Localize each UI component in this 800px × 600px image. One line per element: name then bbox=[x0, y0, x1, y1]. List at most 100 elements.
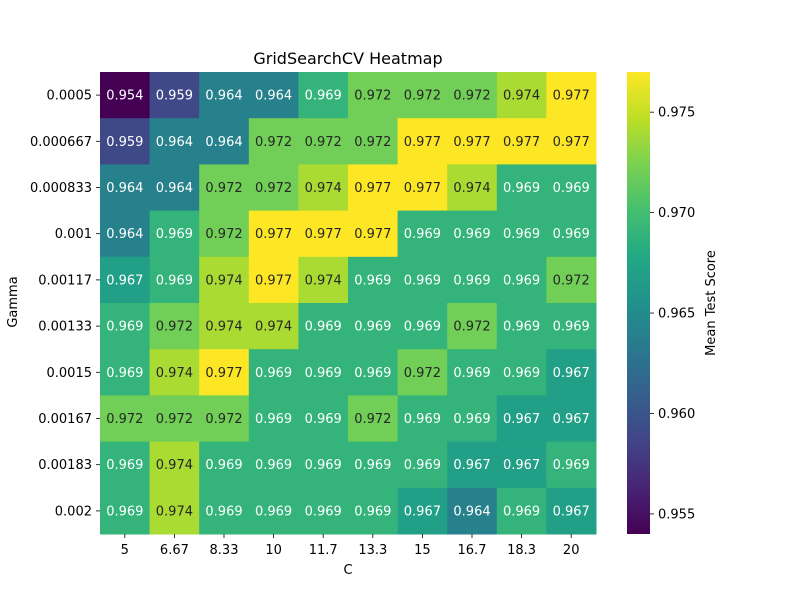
heatmap-cell bbox=[348, 256, 399, 304]
colorbar-tick-label: 0.965 bbox=[658, 307, 695, 322]
heatmap-cell bbox=[496, 118, 547, 165]
heatmap-cell bbox=[298, 441, 349, 489]
heatmap-cell bbox=[248, 256, 299, 304]
heatmap-cell bbox=[298, 118, 349, 165]
heatmap-cell bbox=[298, 210, 349, 258]
heatmap-cell-label: 0.974 bbox=[205, 320, 242, 335]
heatmap-cell-label: 0.969 bbox=[305, 412, 342, 427]
heatmap-cell-label: 0.969 bbox=[354, 273, 391, 288]
heatmap-cell-label: 0.972 bbox=[205, 181, 242, 196]
y-tick-label: 0.0015 bbox=[47, 366, 93, 381]
x-tick-label: 18.3 bbox=[507, 543, 536, 558]
heatmap-cell bbox=[149, 487, 200, 535]
heatmap-cell-label: 0.969 bbox=[205, 458, 242, 473]
heatmap-cell bbox=[496, 441, 547, 489]
heatmap-cell-label: 0.969 bbox=[205, 504, 242, 519]
heatmap-cell bbox=[298, 395, 349, 443]
y-tick-label: 0.0005 bbox=[47, 89, 93, 104]
chart-title: GridSearchCV Heatmap bbox=[253, 49, 442, 68]
heatmap-cell bbox=[496, 349, 547, 396]
heatmap-cell bbox=[546, 72, 597, 119]
heatmap-cell bbox=[447, 164, 498, 212]
heatmap-cell bbox=[298, 349, 349, 396]
x-tick-label: 5 bbox=[121, 543, 129, 558]
heatmap-cell bbox=[348, 303, 399, 350]
heatmap-cell-label: 0.969 bbox=[354, 366, 391, 381]
heatmap-cell bbox=[447, 210, 498, 258]
heatmap-cell bbox=[199, 487, 250, 535]
heatmap-cell-label: 0.959 bbox=[156, 89, 193, 104]
heatmap-cell-label: 0.969 bbox=[404, 412, 441, 427]
heatmap-cell bbox=[348, 349, 399, 396]
heatmap-cell-label: 0.969 bbox=[354, 320, 391, 335]
heatmap-cell bbox=[348, 395, 399, 443]
heatmap-cell-label: 0.969 bbox=[503, 273, 540, 288]
heatmap-cell bbox=[447, 303, 498, 350]
y-tick-label: 0.00117 bbox=[38, 273, 92, 288]
heatmap-cell bbox=[447, 118, 498, 165]
heatmap-cell-label: 0.972 bbox=[305, 135, 342, 150]
heatmap-cell bbox=[199, 349, 250, 396]
heatmap-cell-label: 0.974 bbox=[305, 273, 342, 288]
heatmap-cell bbox=[348, 441, 399, 489]
heatmap-cell bbox=[149, 395, 200, 443]
y-tick-label: 0.00133 bbox=[38, 320, 92, 335]
y-tick-label: 0.000833 bbox=[30, 181, 92, 196]
heatmap-cell-label: 0.972 bbox=[106, 412, 143, 427]
colorbar: 0.955 0.960 0.965 0.970 0.975 Mean Test Scor… bbox=[627, 72, 719, 534]
heatmap-cell bbox=[496, 164, 547, 212]
heatmap-cell-label: 0.964 bbox=[106, 227, 143, 242]
heatmap-cell bbox=[149, 164, 200, 212]
heatmap-cell bbox=[248, 210, 299, 258]
heatmap-cell-label: 0.977 bbox=[404, 135, 441, 150]
heatmap-cell-label: 0.977 bbox=[404, 181, 441, 196]
heatmap-cell-label: 0.974 bbox=[305, 181, 342, 196]
heatmap-cell-label: 0.977 bbox=[453, 135, 490, 150]
heatmap-cell-label: 0.967 bbox=[553, 504, 590, 519]
heatmap-cell-label: 0.972 bbox=[354, 89, 391, 104]
heatmap-cell-label: 0.977 bbox=[305, 227, 342, 242]
heatmap-cell-label: 0.969 bbox=[404, 227, 441, 242]
heatmap-cell bbox=[496, 487, 547, 535]
x-tick-label: 13.3 bbox=[358, 543, 387, 558]
heatmap-cell-label: 0.972 bbox=[354, 412, 391, 427]
heatmap-cell bbox=[298, 303, 349, 350]
heatmap-cell bbox=[298, 72, 349, 119]
heatmap-cell bbox=[199, 256, 250, 304]
heatmap-cell bbox=[546, 487, 597, 535]
heatmap-cell bbox=[397, 72, 448, 119]
heatmap-cell bbox=[149, 72, 200, 119]
heatmap-cell-label: 0.972 bbox=[404, 366, 441, 381]
heatmap-cell-label: 0.969 bbox=[106, 320, 143, 335]
heatmap-cell bbox=[248, 487, 299, 535]
x-axis-ticks: 5 6.67 8.33 10 11.7 13.3 15 16.7 18.3 20 bbox=[121, 534, 579, 558]
heatmap-cell bbox=[298, 256, 349, 304]
heatmap-cell bbox=[248, 303, 299, 350]
heatmap-cell-label: 0.969 bbox=[553, 458, 590, 473]
heatmap-cell bbox=[149, 256, 200, 304]
heatmap-cell-label: 0.974 bbox=[255, 320, 292, 335]
heatmap-cell-label: 0.969 bbox=[156, 227, 193, 242]
heatmap-cell-label: 0.969 bbox=[553, 181, 590, 196]
heatmap-cell bbox=[397, 303, 448, 350]
heatmap-cell bbox=[100, 487, 151, 535]
colorbar-tick-label: 0.970 bbox=[658, 206, 695, 221]
heatmap-cell-label: 0.954 bbox=[106, 89, 143, 104]
heatmap-cell bbox=[298, 487, 349, 535]
heatmap-cell bbox=[100, 395, 151, 443]
heatmap-cell bbox=[199, 210, 250, 258]
heatmap-cell-label: 0.967 bbox=[503, 412, 540, 427]
y-tick-label: 0.002 bbox=[55, 504, 92, 519]
heatmap-cell bbox=[298, 164, 349, 212]
heatmap-cell-label: 0.969 bbox=[255, 366, 292, 381]
heatmap-cell-label: 0.969 bbox=[503, 366, 540, 381]
heatmap-cell bbox=[100, 441, 151, 489]
heatmap-cell-label: 0.969 bbox=[305, 320, 342, 335]
heatmap-cell-label: 0.969 bbox=[255, 504, 292, 519]
heatmap-cell-label: 0.959 bbox=[106, 135, 143, 150]
heatmap-cell bbox=[348, 210, 399, 258]
heatmap-cells: 0.954 0.959 0.964 0.964 0.969 0.972 0.972 0.972… bbox=[100, 72, 597, 535]
heatmap-cell-label: 0.969 bbox=[503, 181, 540, 196]
heatmap-cell bbox=[100, 349, 151, 396]
heatmap-cell-label: 0.972 bbox=[404, 89, 441, 104]
